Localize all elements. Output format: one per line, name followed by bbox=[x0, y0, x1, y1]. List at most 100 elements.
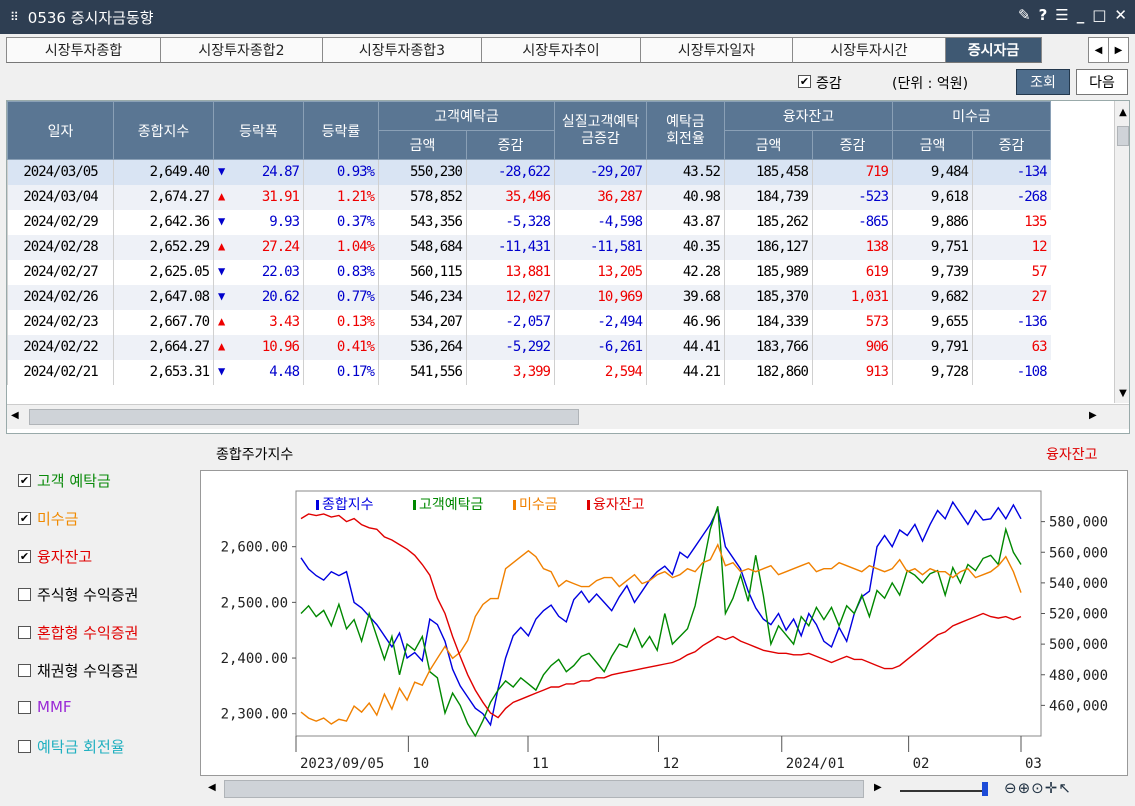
cell-value: 9,886 bbox=[930, 214, 969, 230]
vertical-scroll-thumb[interactable] bbox=[1117, 126, 1129, 146]
unit-label: (단위 : 억원) bbox=[892, 76, 969, 92]
vertical-scrollbar[interactable]: ▲ ▼ bbox=[1114, 101, 1129, 403]
x-axis-label: 12 bbox=[663, 756, 680, 772]
cell-value: 2024/03/05 bbox=[23, 164, 98, 181]
header-margin-amount[interactable]: 금액 bbox=[724, 130, 813, 160]
close-icon[interactable]: ✕ bbox=[1114, 6, 1127, 24]
header-margin[interactable]: 융자잔고 bbox=[724, 101, 893, 131]
legend-item[interactable]: ✔ 고객 예탁금 bbox=[18, 470, 111, 491]
chart-scroll-thumb[interactable] bbox=[224, 780, 864, 798]
cell-value: -5,292 bbox=[505, 339, 551, 355]
header-deposit-amount[interactable]: 금액 bbox=[378, 130, 467, 160]
table-row[interactable]: 2024/03/05 2,649.40 ▼ 24.87 0.93% 550,230 -28,… bbox=[7, 159, 1051, 185]
cell-value: 40.35 bbox=[682, 239, 721, 255]
legend-marker bbox=[316, 500, 319, 510]
help-icon[interactable]: ? bbox=[1038, 6, 1048, 24]
legend-item[interactable]: 예탁금 회전율 bbox=[18, 736, 125, 757]
tab-2[interactable]: 시장투자종합3 bbox=[322, 37, 482, 63]
table-cell: ▲ 10.96 bbox=[213, 334, 304, 360]
menu-icon[interactable]: ☰ bbox=[1055, 6, 1069, 24]
table-row[interactable]: 2024/03/04 2,674.27 ▲ 31.91 1.21% 578,852 35,4… bbox=[7, 184, 1051, 210]
legend-item[interactable]: MMF bbox=[18, 698, 72, 716]
tab-3[interactable]: 시장투자추이 bbox=[481, 37, 641, 63]
tab-0[interactable]: 시장투자종합 bbox=[6, 37, 161, 63]
zoom-reset-icon[interactable]: ⊙ bbox=[1031, 779, 1045, 797]
pin-icon[interactable]: ✎ bbox=[1018, 6, 1031, 24]
cell-value: 548,684 bbox=[409, 239, 463, 255]
legend-checkbox[interactable] bbox=[18, 740, 31, 753]
header-unpaid-delta[interactable]: 증감 bbox=[972, 130, 1051, 160]
scroll-right-icon[interactable]: ▶ bbox=[1089, 410, 1097, 421]
legend-checkbox[interactable]: ✔ bbox=[18, 474, 31, 487]
tab-scroll-left-icon[interactable]: ◀ bbox=[1088, 37, 1109, 63]
cell-value: 36,287 bbox=[597, 189, 643, 205]
header-turnover[interactable]: 예탁금회전율 bbox=[646, 101, 725, 160]
line-chart[interactable]: 2,600.00 2,500.00 2,400.00 2,300.00 580,000 5… bbox=[201, 471, 1127, 775]
table-cell: 546,234 bbox=[378, 284, 467, 310]
header-unpaid-amount[interactable]: 금액 bbox=[892, 130, 973, 160]
header-deposit[interactable]: 고객예탁금 bbox=[378, 101, 555, 131]
zoom-slider-handle[interactable] bbox=[982, 782, 988, 796]
legend-item[interactable]: 채권형 수익증권 bbox=[18, 660, 138, 681]
legend-item[interactable]: 주식형 수익증권 bbox=[18, 584, 138, 605]
legend-item[interactable]: 혼합형 수익증권 bbox=[18, 622, 138, 643]
horizontal-scrollbar[interactable]: ◀ ▶ bbox=[7, 404, 1129, 429]
chart-scrollbar: ◀ ▶ ⊖⊕⊙✛↖ bbox=[200, 778, 1128, 800]
table-row[interactable]: 2024/02/26 2,647.08 ▼ 20.62 0.77% 546,234 12,0… bbox=[7, 284, 1051, 310]
table-row[interactable]: 2024/02/28 2,652.29 ▲ 27.24 1.04% 548,684 -11,… bbox=[7, 234, 1051, 260]
table-row[interactable]: 2024/02/27 2,625.05 ▼ 22.03 0.83% 560,115 13,8… bbox=[7, 259, 1051, 285]
cell-value: -136 bbox=[1016, 314, 1048, 330]
cell-value: 182,860 bbox=[755, 364, 809, 380]
chart-legend-label: 종합지수 bbox=[322, 497, 374, 513]
legend-checkbox[interactable] bbox=[18, 700, 31, 714]
scroll-left-icon[interactable]: ◀ bbox=[11, 410, 19, 421]
legend-checkbox[interactable]: ✔ bbox=[18, 550, 31, 563]
tab-6[interactable]: 증시자금 bbox=[945, 37, 1042, 63]
crosshair-icon[interactable]: ✛ bbox=[1044, 779, 1059, 797]
header-unpaid[interactable]: 미수금 bbox=[892, 101, 1051, 131]
legend-checkbox[interactable] bbox=[18, 664, 31, 677]
cell-value: 39.68 bbox=[682, 289, 721, 305]
legend-checkbox[interactable] bbox=[18, 588, 31, 601]
header-rate[interactable]: 등락률 bbox=[303, 101, 379, 160]
legend-item[interactable]: ✔ 융자잔고 bbox=[18, 546, 92, 567]
scroll-down-icon[interactable]: ▼ bbox=[1119, 388, 1127, 399]
tab-scroll-right-icon[interactable]: ▶ bbox=[1108, 37, 1129, 63]
table-cell: 2024/02/29 bbox=[7, 209, 114, 235]
next-button[interactable]: 다음 bbox=[1076, 69, 1128, 95]
tab-1[interactable]: 시장투자종합2 bbox=[160, 37, 323, 63]
header-index[interactable]: 종합지수 bbox=[113, 101, 214, 160]
table-cell: 57 bbox=[972, 259, 1051, 285]
header-real-deposit[interactable]: 실질고객예탁금증감 bbox=[554, 101, 647, 160]
cell-value: 63 bbox=[1031, 339, 1048, 355]
change-checkbox[interactable]: ✔ bbox=[798, 75, 811, 88]
table-row[interactable]: 2024/02/23 2,667.70 ▲ 3.43 0.13% 534,207 -2,05… bbox=[7, 309, 1051, 335]
zoom-out-icon[interactable]: ⊖ bbox=[1004, 779, 1018, 797]
zoom-slider-track[interactable] bbox=[900, 790, 986, 792]
minimize-icon[interactable]: _ bbox=[1076, 6, 1085, 24]
table-row[interactable]: 2024/02/22 2,664.27 ▲ 10.96 0.41% 536,264 -5,2… bbox=[7, 334, 1051, 360]
tab-5[interactable]: 시장투자시간 bbox=[792, 37, 946, 63]
table-row[interactable]: 2024/02/29 2,642.36 ▼ 9.93 0.37% 543,356 -5,32… bbox=[7, 209, 1051, 235]
chart-scroll-right-icon[interactable]: ▶ bbox=[874, 782, 882, 793]
header-deposit-delta[interactable]: 증감 bbox=[466, 130, 555, 160]
table-row[interactable]: 2024/02/21 2,653.31 ▼ 4.48 0.17% 541,556 3,399… bbox=[7, 359, 1051, 385]
header-change[interactable]: 등락폭 bbox=[213, 101, 304, 160]
chart-scroll-left-icon[interactable]: ◀ bbox=[208, 782, 216, 793]
pointer-icon[interactable]: ↖ bbox=[1058, 779, 1072, 797]
table-cell: -2,057 bbox=[466, 309, 555, 335]
legend-checkbox[interactable] bbox=[18, 626, 31, 639]
query-button[interactable]: 조회 bbox=[1016, 69, 1070, 95]
header-margin-delta[interactable]: 증감 bbox=[812, 130, 893, 160]
table-cell: 1.21% bbox=[303, 184, 379, 210]
scroll-up-icon[interactable]: ▲ bbox=[1119, 107, 1127, 118]
maximize-icon[interactable]: □ bbox=[1092, 6, 1107, 24]
table-cell: 2,647.08 bbox=[113, 284, 214, 310]
horizontal-scroll-thumb[interactable] bbox=[29, 409, 579, 425]
zoom-in-icon[interactable]: ⊕ bbox=[1017, 779, 1032, 797]
header-date[interactable]: 일자 bbox=[7, 101, 114, 160]
x-axis-label: 02 bbox=[913, 756, 930, 772]
tab-4[interactable]: 시장투자일자 bbox=[640, 37, 793, 63]
legend-item[interactable]: ✔ 미수금 bbox=[18, 508, 78, 529]
legend-checkbox[interactable]: ✔ bbox=[18, 512, 31, 525]
